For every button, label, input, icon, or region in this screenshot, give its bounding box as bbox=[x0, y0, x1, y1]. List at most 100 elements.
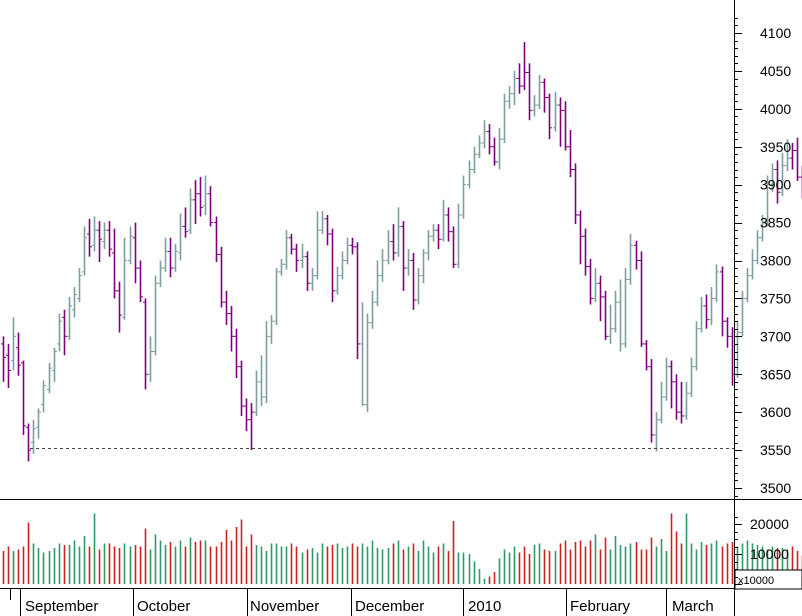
ohlc-bar bbox=[133, 222, 138, 284]
ohlc-bar bbox=[203, 175, 208, 215]
price-tick-label: 4050 bbox=[760, 63, 791, 79]
ohlc-bar bbox=[426, 230, 431, 261]
ohlc-bar bbox=[87, 218, 92, 257]
ohlc-bar bbox=[396, 207, 401, 257]
ohlc-bar bbox=[219, 246, 224, 308]
ohlc-bar bbox=[547, 93, 552, 140]
month-label: February bbox=[570, 598, 631, 615]
ohlc-bar bbox=[563, 101, 568, 151]
volume-bars-group bbox=[2, 513, 802, 584]
ohlc-bar bbox=[289, 233, 294, 255]
ohlc-bar bbox=[608, 304, 613, 344]
month-label: 2010 bbox=[468, 598, 501, 615]
price-tick-label: 3650 bbox=[760, 366, 791, 382]
ohlc-bar bbox=[153, 275, 158, 356]
ohlc-bar bbox=[461, 175, 466, 219]
unit-box bbox=[734, 569, 802, 590]
ohlc-bar bbox=[128, 226, 133, 265]
ohlc-bar bbox=[441, 199, 446, 242]
ohlc-bar bbox=[47, 362, 52, 394]
ohlc-bar bbox=[451, 226, 456, 269]
ohlc-bar bbox=[148, 336, 153, 382]
ohlc-bar bbox=[97, 221, 102, 263]
ohlc-bar bbox=[639, 251, 644, 347]
ohlc-bar bbox=[598, 275, 603, 322]
price-tick-label: 3700 bbox=[760, 328, 791, 344]
ohlc-bar bbox=[234, 328, 239, 379]
ohlc-bar bbox=[512, 70, 517, 106]
ohlc-bar bbox=[310, 268, 315, 291]
price-tick-label: 3750 bbox=[760, 290, 791, 306]
ohlc-bar bbox=[143, 298, 148, 390]
ohlc-bar bbox=[446, 207, 451, 242]
ohlc-bar bbox=[634, 240, 639, 270]
ohlc-bar bbox=[16, 332, 21, 376]
price-tick-label: 3500 bbox=[760, 480, 791, 496]
ohlc-bar bbox=[284, 230, 289, 270]
ohlc-bar bbox=[760, 215, 765, 242]
ohlc-bar bbox=[775, 160, 780, 204]
ohlc-bar bbox=[679, 381, 684, 424]
ohlc-bar bbox=[532, 95, 537, 117]
ohlc-bar bbox=[198, 177, 203, 217]
ohlc-bar bbox=[92, 216, 97, 252]
ohlc-bar bbox=[62, 309, 67, 356]
ohlc-bar bbox=[26, 423, 31, 462]
ohlc-bar bbox=[694, 321, 699, 371]
ohlc-bar bbox=[122, 237, 127, 320]
ohlc-bar bbox=[507, 86, 512, 109]
ohlc-bar bbox=[300, 243, 305, 269]
ohlc-bar bbox=[345, 237, 350, 265]
ohlc-bar bbox=[178, 213, 183, 261]
ohlc-bar bbox=[583, 228, 588, 276]
ohlc-bar bbox=[623, 268, 628, 348]
ohlc-bar bbox=[325, 215, 330, 246]
price-tick-label: 4100 bbox=[760, 25, 791, 41]
ohlc-bar bbox=[669, 360, 674, 409]
ohlc-bar bbox=[755, 230, 760, 265]
month-label: March bbox=[672, 598, 714, 615]
month-label: September bbox=[25, 598, 98, 615]
ohlc-bar bbox=[57, 313, 62, 352]
ohlc-bar bbox=[720, 266, 725, 337]
ohlc-bar bbox=[294, 243, 299, 272]
ohlc-bar bbox=[664, 357, 669, 401]
ohlc-bar bbox=[790, 142, 795, 170]
ohlc-bar bbox=[21, 360, 26, 435]
ohlc-bar bbox=[279, 258, 284, 276]
price-bars-group bbox=[1, 42, 802, 462]
ohlc-bar bbox=[704, 294, 709, 329]
price-tick-label: 3850 bbox=[760, 215, 791, 231]
ohlc-bar bbox=[380, 249, 385, 282]
month-label: October bbox=[137, 598, 190, 615]
ohlc-bar bbox=[31, 419, 36, 454]
ohlc-bar bbox=[740, 290, 745, 337]
ohlc-bar bbox=[517, 63, 522, 94]
ohlc-bar bbox=[264, 321, 269, 404]
ohlc-bar bbox=[593, 268, 598, 303]
volume-unit-label: x10000 bbox=[738, 575, 774, 587]
price-tick-label: 3900 bbox=[760, 177, 791, 193]
ohlc-bar bbox=[52, 347, 57, 382]
ohlc-bar bbox=[67, 296, 72, 341]
ohlc-bar bbox=[305, 251, 310, 291]
ohlc-bar bbox=[750, 249, 755, 280]
ohlc-bar bbox=[102, 222, 107, 250]
volume-tick-label: 10000 bbox=[750, 546, 789, 562]
ohlc-bar bbox=[117, 281, 122, 333]
price-tick-label: 3600 bbox=[760, 404, 791, 420]
ohlc-bar bbox=[628, 233, 633, 285]
ohlc-bar bbox=[689, 357, 694, 397]
ohlc-bar bbox=[340, 251, 345, 280]
ohlc-bar bbox=[249, 403, 254, 451]
ohlc-bar bbox=[77, 268, 82, 303]
ohlc-bar bbox=[350, 237, 355, 255]
ohlc-bar bbox=[770, 163, 775, 193]
month-label: November bbox=[250, 598, 319, 615]
ohlc-bar bbox=[411, 252, 416, 310]
ohlc-bar bbox=[477, 135, 482, 159]
ohlc-bar bbox=[416, 268, 421, 305]
ohlc-bar bbox=[406, 249, 411, 276]
ohlc-bar bbox=[335, 266, 340, 295]
